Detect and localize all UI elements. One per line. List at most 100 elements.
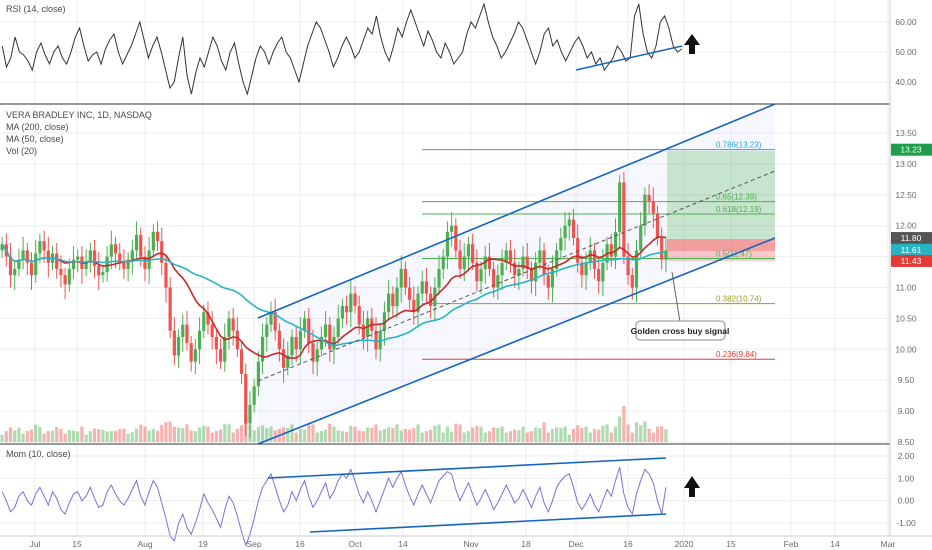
candle-body bbox=[130, 250, 134, 260]
candle-body bbox=[311, 343, 315, 362]
volume-bar bbox=[155, 430, 160, 442]
volume-bar bbox=[84, 434, 88, 442]
volume-bars bbox=[0, 406, 668, 442]
candle-body bbox=[71, 259, 76, 269]
volume-bar bbox=[559, 428, 563, 442]
price-badge bbox=[891, 254, 932, 267]
volume-bar bbox=[71, 430, 76, 442]
volume-bar bbox=[550, 428, 555, 442]
candle-body bbox=[576, 238, 580, 263]
time-tick-label: Aug bbox=[137, 539, 152, 549]
candle-body bbox=[109, 244, 113, 257]
volume-bar bbox=[437, 424, 441, 442]
candle-body bbox=[366, 318, 370, 337]
volume-bar bbox=[298, 428, 302, 442]
candle-body bbox=[471, 244, 475, 263]
volume-bar bbox=[639, 425, 643, 442]
volume-bar bbox=[508, 431, 513, 442]
price-tick-label: 13.00 bbox=[895, 159, 917, 169]
volume-bar bbox=[76, 431, 80, 442]
time-tick-label: Mar bbox=[881, 539, 896, 549]
callout-text: Golden cross buy signal bbox=[631, 326, 730, 336]
volume-bar bbox=[265, 428, 269, 442]
candle-body bbox=[185, 324, 189, 344]
candle-body bbox=[517, 268, 521, 276]
mom-tick-label: 1.00 bbox=[898, 473, 915, 483]
candle-body bbox=[462, 256, 466, 269]
rsi-label: RSI (14, close) bbox=[6, 4, 66, 14]
candle-body bbox=[290, 336, 294, 356]
volume-bar bbox=[147, 430, 151, 442]
time-tick-label: 16 bbox=[295, 539, 305, 549]
candle-body bbox=[197, 330, 202, 350]
chart-grid bbox=[0, 0, 890, 536]
candle-body bbox=[378, 330, 382, 350]
momentum-pane: Mom (10, close) 2.00 1.00 0.00 -1.00 bbox=[1, 449, 916, 547]
volume-bar bbox=[13, 430, 17, 442]
candle-body bbox=[252, 386, 256, 405]
candle-body bbox=[651, 200, 655, 214]
candle-body bbox=[592, 250, 597, 269]
candle-body bbox=[84, 262, 88, 269]
volume-bar bbox=[122, 428, 126, 442]
volume-bar bbox=[336, 430, 340, 442]
candle-body bbox=[206, 312, 210, 325]
rsi-pane: RSI (14, close) 60.00 50.00 40.00 bbox=[1, 2, 917, 96]
volume-bar bbox=[323, 429, 328, 442]
candle-body bbox=[139, 234, 143, 257]
volume-bar bbox=[429, 429, 433, 442]
candle-body bbox=[13, 268, 17, 276]
candle-body bbox=[34, 253, 38, 276]
volume-bar bbox=[584, 426, 588, 442]
volume-bar bbox=[651, 432, 655, 442]
candle-body bbox=[454, 225, 458, 251]
candle-body bbox=[588, 250, 592, 263]
volume-bar bbox=[340, 431, 345, 442]
volume-bar bbox=[454, 423, 458, 442]
volume-bar bbox=[311, 424, 315, 442]
fibonacci-levels: 0.786(13.23)0.65(12.39)0.618(12.19)0.5(1… bbox=[422, 141, 775, 360]
volume-bar bbox=[601, 425, 605, 442]
candle-body bbox=[231, 318, 235, 331]
time-tick-label: 16 bbox=[623, 539, 633, 549]
volume-bar bbox=[109, 431, 113, 442]
candle-body bbox=[97, 265, 101, 276]
volume-bar bbox=[534, 427, 538, 442]
candle-body bbox=[214, 336, 218, 350]
volume-bar bbox=[542, 422, 546, 442]
volume-bar bbox=[50, 430, 55, 442]
volume-bar bbox=[332, 426, 336, 442]
volume-bar bbox=[412, 428, 416, 442]
volume-bar bbox=[59, 428, 63, 442]
candle-body bbox=[17, 259, 21, 269]
price-tick-label: 10.50 bbox=[895, 313, 917, 323]
candle-body bbox=[281, 349, 286, 368]
volume-bar bbox=[197, 427, 202, 442]
candle-body bbox=[357, 306, 361, 325]
volume-bar bbox=[408, 429, 412, 442]
volume-bar bbox=[307, 423, 311, 442]
candle-body bbox=[399, 268, 403, 288]
candle-body bbox=[76, 256, 80, 260]
volume-bar bbox=[97, 429, 101, 442]
volume-bar bbox=[8, 427, 13, 442]
target-zone bbox=[667, 151, 775, 239]
momentum-y-axis: 2.00 1.00 0.00 -1.00 bbox=[896, 451, 916, 528]
candle-body bbox=[92, 250, 97, 266]
volume-bar bbox=[471, 427, 475, 442]
candle-body bbox=[492, 268, 496, 288]
volume-bar bbox=[105, 431, 109, 442]
channel-lower-line bbox=[257, 237, 776, 445]
volume-bar bbox=[517, 430, 521, 442]
volume-bar bbox=[483, 432, 487, 442]
volume-bar bbox=[302, 429, 307, 442]
volume-bar bbox=[588, 432, 592, 442]
volume-bar bbox=[374, 424, 378, 442]
volume-bar bbox=[126, 433, 130, 442]
volume-bar bbox=[168, 421, 172, 442]
candle-body bbox=[260, 336, 265, 362]
candle-body bbox=[550, 268, 555, 288]
volume-bar bbox=[4, 431, 8, 442]
